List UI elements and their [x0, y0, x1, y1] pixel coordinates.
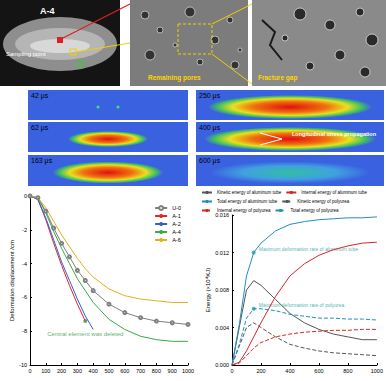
svg-text:0.012: 0.012 [215, 250, 229, 256]
svg-text:A-1: A-1 [172, 213, 181, 219]
svg-text:500: 500 [104, 368, 113, 374]
svg-text:Deformation displacement /cm: Deformation displacement /cm [9, 240, 15, 321]
svg-text:Total energy of polyurea: Total energy of polyurea [291, 208, 340, 213]
svg-text:0.016: 0.016 [215, 212, 229, 218]
svg-text:Fracture gap: Fracture gap [258, 74, 297, 82]
svg-text:Central element was deleted: Central element was deleted [47, 331, 123, 337]
svg-text:600: 600 [314, 368, 323, 374]
svg-text:A-6: A-6 [172, 237, 181, 243]
svg-text:Kinetic energy of aluminum tub: Kinetic energy of aluminum tube [217, 190, 282, 195]
svg-text:0: 0 [24, 193, 27, 199]
svg-text:1000: 1000 [182, 368, 194, 374]
svg-text:A-4: A-4 [172, 229, 181, 235]
svg-text:600 μs: 600 μs [199, 157, 221, 165]
svg-text:Maximum deformation rate of po: Maximum deformation rate of polyurea [258, 301, 345, 308]
svg-text:0.000: 0.000 [215, 362, 229, 368]
svg-text:400: 400 [285, 368, 294, 374]
svg-text:-10: -10 [19, 362, 27, 368]
svg-text:Total energy of aluminum tube: Total energy of aluminum tube [217, 199, 278, 204]
svg-text:Maximum deformation rate of al: Maximum deformation rate of aluminum tub… [259, 246, 358, 252]
svg-text:A-4: A-4 [40, 6, 55, 16]
svg-text:200: 200 [57, 368, 66, 374]
svg-text:700: 700 [136, 368, 145, 374]
svg-text:-2: -2 [22, 227, 27, 233]
svg-text:Sampling point: Sampling point [6, 51, 46, 57]
svg-text:Kinetic energy of polyurea: Kinetic energy of polyurea [297, 199, 350, 204]
svg-text:Remaining pores: Remaining pores [148, 74, 201, 82]
svg-text:0: 0 [230, 368, 233, 374]
svg-text:Energy (×10⁴KJ): Energy (×10⁴KJ) [205, 268, 211, 312]
svg-text:1000: 1000 [371, 368, 383, 374]
svg-text:62 μs: 62 μs [31, 124, 49, 132]
svg-text:-6: -6 [22, 294, 27, 300]
svg-text:163 μs: 163 μs [31, 157, 53, 165]
svg-text:U-0: U-0 [172, 205, 181, 211]
svg-text:Internal energy of polyurea: Internal energy of polyurea [217, 208, 271, 213]
svg-text:900: 900 [168, 368, 177, 374]
svg-text:400: 400 [89, 368, 98, 374]
svg-text:Longitudinal stress propagatio: Longitudinal stress propagation [292, 131, 377, 137]
svg-text:0.008: 0.008 [215, 287, 229, 293]
svg-text:-4: -4 [22, 261, 27, 267]
svg-text:42 μs: 42 μs [31, 92, 49, 100]
svg-text:300: 300 [73, 368, 82, 374]
svg-text:400 μs: 400 μs [199, 124, 221, 132]
svg-text:800: 800 [152, 368, 161, 374]
svg-text:200: 200 [256, 368, 265, 374]
svg-text:250 μs: 250 μs [199, 92, 221, 100]
svg-text:600: 600 [120, 368, 129, 374]
svg-text:-8: -8 [22, 328, 27, 334]
svg-text:800: 800 [343, 368, 352, 374]
svg-text:Internal energy of aluminum tu: Internal energy of aluminum tube [301, 190, 367, 195]
svg-text:0.004: 0.004 [215, 325, 229, 331]
svg-text:100: 100 [41, 368, 50, 374]
svg-text:A-2: A-2 [172, 221, 181, 227]
svg-text:0: 0 [28, 368, 31, 374]
